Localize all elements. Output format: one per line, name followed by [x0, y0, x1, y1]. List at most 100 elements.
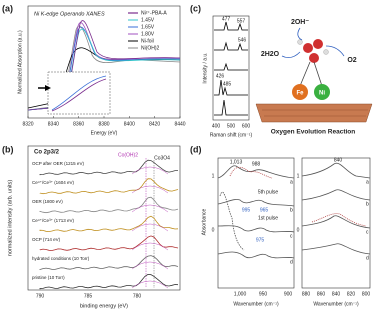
row-label: Ce⁴⁺/Ce³⁺ (1713 eV) [32, 218, 74, 223]
x-tick-label: 500 [227, 123, 236, 129]
trace-label: a [366, 179, 369, 185]
x-tick-label: 8400 [124, 121, 135, 127]
peak-label: 546 [238, 37, 247, 43]
species-label: O2 [347, 57, 356, 64]
x-tick-label: 8360 [73, 121, 84, 127]
fit-component [131, 166, 169, 175]
trace-label: c [290, 233, 293, 239]
legend-entry: Ni-foil [141, 38, 154, 44]
row-label: OCP after OER (1215 eV) [32, 161, 84, 166]
row-label: Ce⁴⁺/Ce³⁺ (1604 eV) [32, 180, 74, 185]
x-axis-label: Wavenumber (cm⁻¹) [313, 301, 359, 307]
fit-component [131, 204, 169, 213]
x-tick-label: 8340 [48, 121, 59, 127]
trace-label: c [366, 229, 369, 235]
annotation: 975 [256, 237, 265, 243]
raman-spectra [214, 21, 248, 116]
y-tick-label: 0 [297, 227, 300, 233]
x-tick-label: 800 [362, 291, 371, 297]
x-tick-label: 8380 [98, 121, 109, 127]
x-axis-label: Energy (eV) [91, 130, 118, 136]
inset [47, 71, 111, 115]
xps-curve [39, 235, 179, 251]
y-tick-label: 1 [212, 173, 215, 179]
x-tick-label: 400 [212, 123, 221, 129]
peak-label: Co3O4 [154, 155, 170, 161]
xps-curve [39, 215, 179, 233]
plot-frame [217, 157, 295, 289]
x-tick-label: 1,000 [234, 291, 247, 297]
x-tick-label: 900 [284, 291, 293, 297]
row-label: hydrated conditions (10 Torr) [32, 256, 90, 261]
x-axis-label: Wavenumber (cm⁻¹) [233, 301, 279, 307]
fit-component [131, 261, 169, 270]
x-tick-label: 790 [36, 293, 45, 299]
x-tick-label: 880 [302, 291, 311, 297]
fit-component [131, 185, 169, 194]
reaction-diagram [255, 27, 373, 123]
panel-title: Ni K-edge Operando XANES [34, 11, 105, 17]
panel-label: (d) [190, 144, 202, 154]
x-tick-label: 820 [347, 291, 356, 297]
fit-component [131, 242, 169, 251]
trace-label: b [290, 207, 293, 213]
peak-label: 426 [216, 73, 225, 79]
inset-curve [51, 78, 107, 112]
legend-entry: 1.65V [141, 24, 155, 30]
xps-curve [39, 255, 179, 271]
fit-component [131, 280, 169, 289]
ir-spectra [217, 162, 371, 259]
x-axis-label: Raman shift (cm⁻¹) [210, 132, 253, 138]
annotation: 5th pulse [258, 189, 279, 195]
xps-curve [39, 196, 179, 214]
xps-curve [39, 159, 178, 176]
annotation: 995 [242, 207, 251, 213]
trace-label: a [290, 179, 293, 185]
x-tick-label: 840 [332, 291, 341, 297]
panel-label: (c) [190, 3, 201, 13]
plot-frame [212, 15, 250, 121]
x-tick-label: 950 [259, 291, 268, 297]
x-tick-label: 780 [133, 293, 142, 299]
annotation: 1,013 [230, 159, 243, 165]
plot-frame [27, 145, 181, 291]
peak-label: 477 [222, 16, 231, 22]
x-tick-label: 8440 [174, 121, 185, 127]
x-tick-label: 860 [317, 291, 326, 297]
x-axis-label: binding energy (eV) [80, 303, 128, 309]
peak-label: 485 [223, 81, 232, 87]
caption: Oxygen Evolution Reaction [271, 129, 356, 136]
legend-entry: Ni²⁺-PBA-A [141, 10, 167, 16]
y-axis-label: Normalized Absorption (a.u.) [17, 30, 23, 94]
annotation: 988 [252, 161, 261, 167]
atom-label: Fe [296, 91, 304, 97]
panel-label: (b) [2, 144, 14, 154]
xps-curve [39, 273, 179, 290]
peak-label: Co(OH)2 [118, 152, 138, 158]
trace-label: d [290, 259, 293, 265]
row-label: OCP (714 eV) [32, 237, 61, 242]
peak-label: 557 [237, 18, 246, 24]
row-label: pristine (10 Torr) [32, 275, 65, 280]
x-tick-label: 8420 [149, 121, 160, 127]
y-axis-label: normalized intensity (arb. units) [7, 180, 13, 257]
x-tick-label: 8320 [22, 121, 33, 127]
trace-label: b [366, 201, 369, 207]
atom-label: Ni [319, 91, 325, 97]
annotation: 965 [260, 207, 269, 213]
y-tick-label: 0 [212, 227, 215, 233]
annotation: 840 [334, 157, 343, 163]
row-label: OER (1800 eV) [32, 199, 63, 204]
x-tick-label: 785 [84, 293, 93, 299]
y-tick-label: 1 [297, 173, 300, 179]
xps-curve [39, 178, 179, 195]
species-label: 2OH⁻ [291, 19, 309, 26]
annotation: 1st pulse [258, 215, 278, 221]
trace-label: d [366, 255, 369, 261]
legend: Ni²⁺-PBA-A 1.45V 1.65V 1.80V Ni-foil Ni(… [128, 10, 167, 51]
x-tick-label: 600 [242, 123, 251, 129]
inset-curve [51, 75, 107, 111]
fit-component [131, 223, 169, 232]
legend-entry: 1.45V [141, 17, 155, 23]
